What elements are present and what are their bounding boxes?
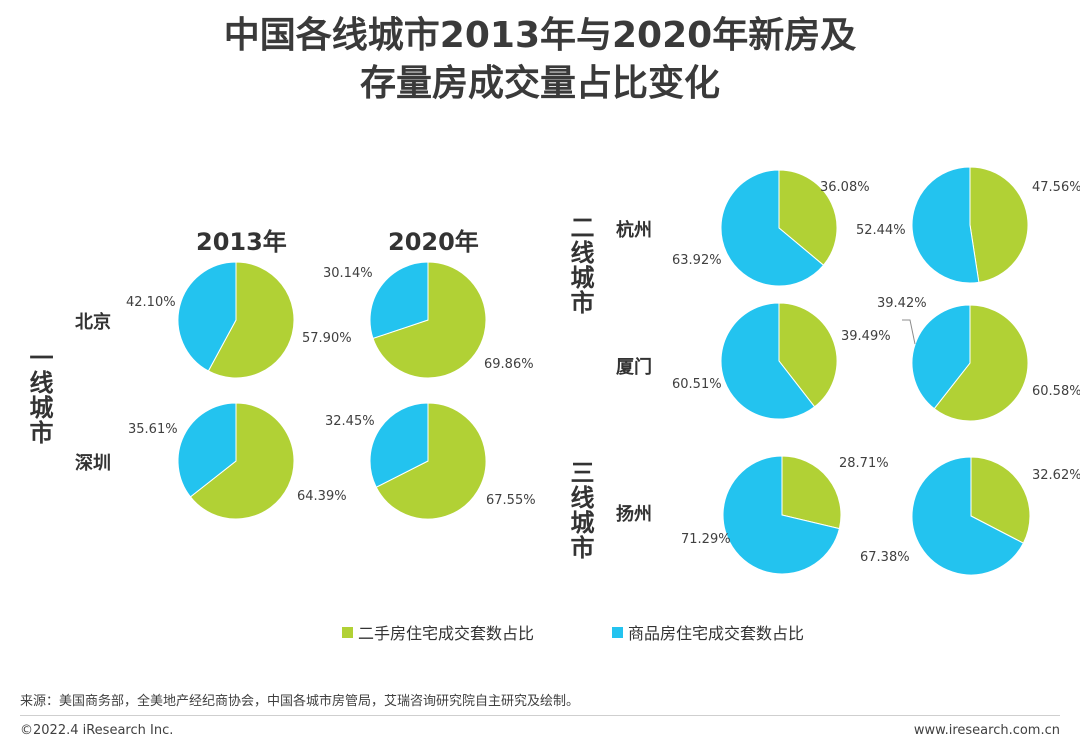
pie-slice-new-home (177, 402, 237, 498)
pie-slice-second-hand (969, 166, 1029, 283)
pie-slice-second-hand (933, 304, 1029, 422)
pie-hangzhou-2013 (720, 169, 838, 287)
pie-slice-new-home (911, 166, 980, 284)
city-label-hangzhou: 杭州 (616, 220, 652, 241)
data-label-hangzhou-2020-new: 52.44% (856, 223, 906, 238)
tier3-label: 三线城市 (566, 460, 594, 560)
pie-slice-second-hand (372, 261, 487, 379)
pie-yangzhou-2020 (911, 456, 1031, 576)
data-label-hangzhou-2013-new: 63.92% (672, 253, 722, 268)
data-label-shenzhen-2013-new: 35.61% (128, 422, 178, 437)
data-label-yangzhou-2013-second: 28.71% (839, 456, 889, 471)
data-label-beijing-2020-second: 69.86% (484, 357, 534, 372)
title-line-1: 中国各线城市2013年与2020年新房及 (223, 15, 857, 56)
pie-slice-second-hand (189, 402, 295, 520)
data-label-xiamen-2013-new: 60.51% (672, 377, 722, 392)
city-label-shenzhen: 深圳 (75, 453, 111, 474)
footer-divider (20, 715, 1060, 716)
pie-slice-new-home (722, 455, 840, 575)
footer-website: www.iresearch.com.cn (913, 723, 1060, 738)
pie-xiamen-2020 (911, 304, 1029, 422)
data-label-hangzhou-2020-second: 47.56% (1032, 180, 1080, 195)
pie-shenzhen-2020 (369, 402, 487, 520)
pie-slice-second-hand (781, 455, 842, 530)
pie-shenzhen-2013 (177, 402, 295, 520)
pie-beijing-2020 (369, 261, 487, 379)
data-label-shenzhen-2020-second: 67.55% (486, 493, 536, 508)
legend-item-new-home: 商品房住宅成交套数占比 (612, 620, 804, 644)
leader-line-xiamen-2020 (902, 319, 916, 345)
pie-slice-new-home (911, 456, 1025, 576)
legend-swatch-second-hand (342, 626, 353, 638)
legend-label-new-home: 商品房住宅成交套数占比 (628, 624, 805, 643)
year-header-2013: 2013年 (196, 228, 287, 256)
data-label-beijing-2020-new: 30.14% (323, 266, 373, 281)
pie-slice-second-hand (207, 261, 295, 379)
pie-xiamen-2013 (720, 302, 838, 420)
pie-slice-second-hand (778, 302, 838, 408)
source-note: 来源：美国商务部，全美地产经纪商协会，中国各城市房管局，艾瑞咨询研究院自主研究及… (20, 694, 580, 709)
pie-slice-new-home (720, 302, 816, 420)
city-label-xiamen: 厦门 (616, 357, 652, 378)
pie-slice-new-home (911, 304, 971, 410)
data-label-hangzhou-2013-second: 36.08% (820, 180, 870, 195)
legend-swatch-new-home (612, 626, 623, 638)
data-label-shenzhen-2020-new: 32.45% (325, 414, 375, 429)
pie-beijing-2013 (177, 261, 295, 379)
data-label-xiamen-2020-second: 60.58% (1032, 384, 1080, 399)
data-label-xiamen-2013-second: 39.49% (841, 329, 891, 344)
pie-slice-second-hand (375, 402, 487, 520)
pie-slice-second-hand (778, 169, 838, 266)
pie-slice-second-hand (970, 456, 1031, 544)
data-label-yangzhou-2020-new: 67.38% (860, 550, 910, 565)
tier2-label: 二线城市 (566, 215, 594, 315)
legend-label-second-hand: 二手房住宅成交套数占比 (358, 624, 535, 643)
data-label-xiamen-2020-new: 39.42% (877, 296, 927, 311)
tier1-label: 一线城市 (25, 345, 53, 445)
title-line-2: 存量房成交量占比变化 (359, 63, 720, 104)
pie-slice-new-home (369, 402, 429, 488)
legend-item-second-hand: 二手房住宅成交套数占比 (342, 620, 534, 644)
data-label-shenzhen-2013-second: 64.39% (297, 489, 347, 504)
data-label-beijing-2013-second: 57.90% (302, 331, 352, 346)
pie-slice-new-home (177, 261, 237, 372)
pie-hangzhou-2020 (911, 166, 1029, 284)
pie-slice-new-home (720, 169, 825, 287)
data-label-beijing-2013-new: 42.10% (126, 295, 176, 310)
data-label-yangzhou-2020-second: 32.62% (1032, 468, 1080, 483)
year-header-2020: 2020年 (388, 228, 479, 256)
city-label-beijing: 北京 (75, 312, 111, 333)
chart-title: 中国各线城市2013年与2020年新房及 存量房成交量占比变化 (0, 12, 1080, 108)
footer-copyright: ©2022.4 iResearch Inc. (20, 723, 174, 738)
data-label-yangzhou-2013-new: 71.29% (681, 532, 731, 547)
city-label-yangzhou: 扬州 (616, 504, 652, 525)
pie-slice-new-home (369, 261, 429, 340)
pie-yangzhou-2013 (722, 455, 842, 575)
